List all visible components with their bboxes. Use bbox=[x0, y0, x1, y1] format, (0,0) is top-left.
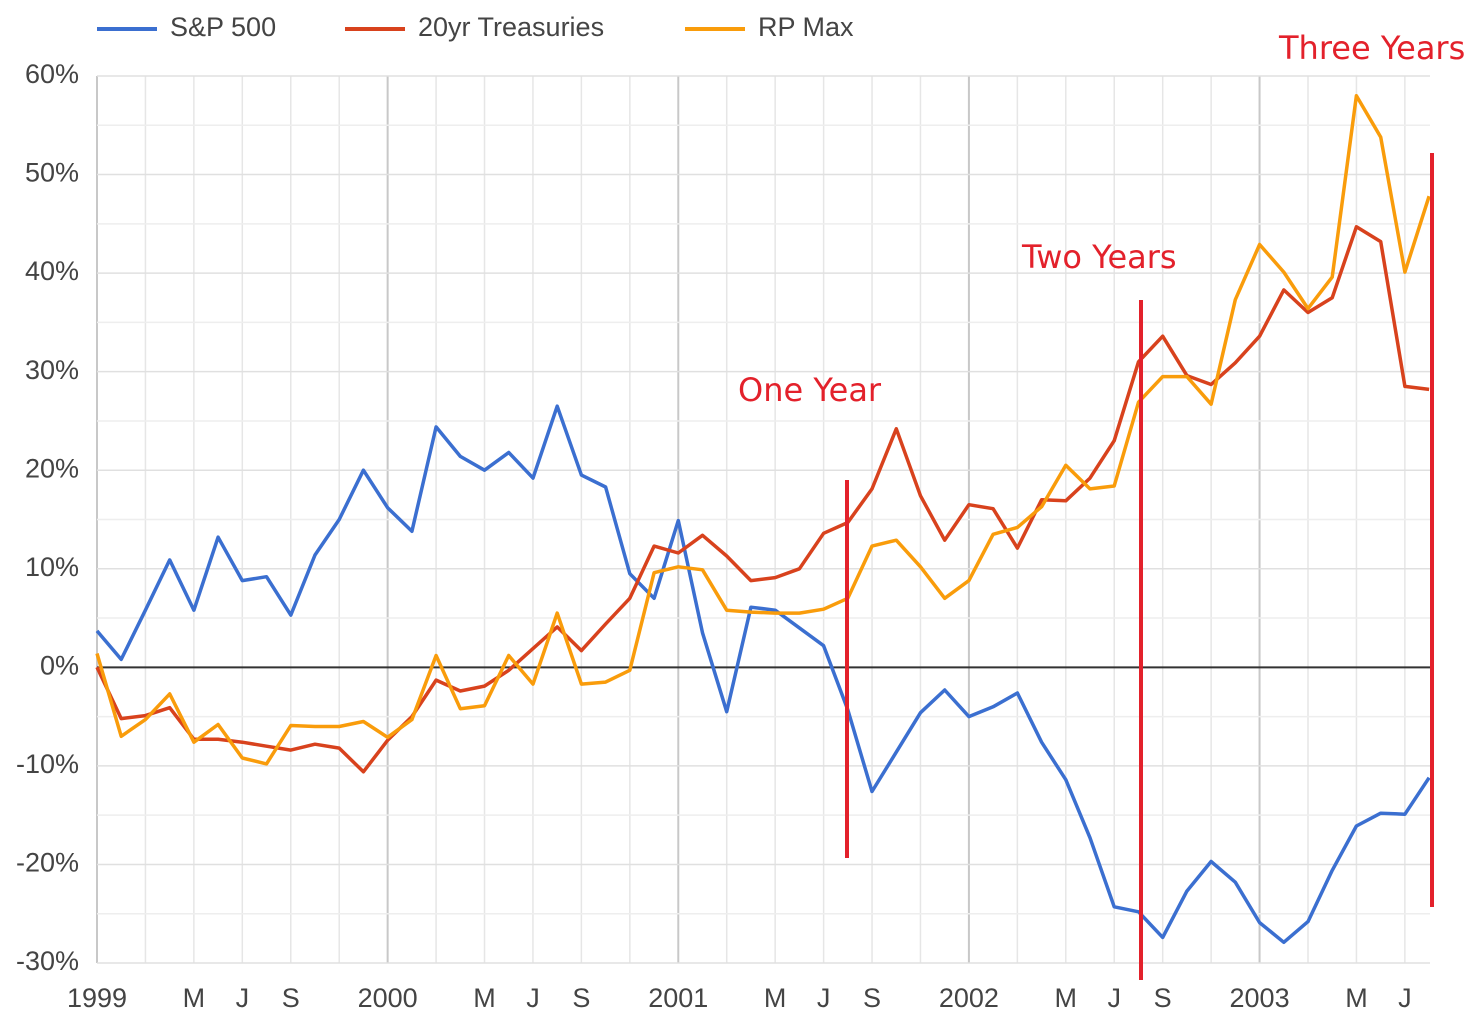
x-tick-label: S bbox=[282, 983, 300, 1013]
plot bbox=[95, 93, 1431, 945]
y-tick-label: 10% bbox=[25, 552, 79, 582]
x-tick-label: S bbox=[572, 983, 590, 1013]
x-tick-label: S bbox=[863, 983, 881, 1013]
x-tick-label: M bbox=[473, 983, 496, 1013]
series-line bbox=[95, 93, 1431, 766]
x-tick-label: 1999 bbox=[67, 983, 127, 1013]
series-line bbox=[95, 225, 1430, 774]
x-tick-label: J bbox=[1398, 983, 1412, 1013]
legend-label: 20yr Treasuries bbox=[418, 12, 604, 42]
x-tick-label: M bbox=[183, 983, 206, 1013]
x-tick-label: M bbox=[764, 983, 787, 1013]
legend-label: RP Max bbox=[758, 12, 854, 42]
annotation: One Year bbox=[738, 371, 882, 409]
x-tick-label: 2000 bbox=[358, 983, 418, 1013]
x-tick-label: S bbox=[1154, 983, 1172, 1013]
y-tick-label: 20% bbox=[25, 453, 79, 483]
x-tick-label: 2003 bbox=[1230, 983, 1290, 1013]
x-tick-label: J bbox=[236, 983, 250, 1013]
x-tick-label: J bbox=[1107, 983, 1121, 1013]
annotation: Three Years bbox=[1278, 29, 1465, 67]
y-tick-label: -30% bbox=[16, 946, 79, 976]
series-line bbox=[95, 404, 1431, 945]
y-tick-label: 60% bbox=[25, 59, 79, 89]
y-tick-label: -10% bbox=[16, 749, 79, 779]
x-tick-label: J bbox=[526, 983, 540, 1013]
x-tick-label: 2002 bbox=[939, 983, 999, 1013]
y-tick-label: 0% bbox=[40, 650, 79, 680]
x-tick-label: 2001 bbox=[648, 983, 708, 1013]
y-tick-label: 40% bbox=[25, 256, 79, 286]
y-tick-label: 50% bbox=[25, 158, 79, 188]
x-tick-label: J bbox=[817, 983, 831, 1013]
grid bbox=[96, 75, 1430, 964]
legend-label: S&P 500 bbox=[170, 12, 276, 42]
annotation: Two Years bbox=[1021, 238, 1177, 276]
y-tick-label: 30% bbox=[25, 355, 79, 385]
x-tick-label: M bbox=[1345, 983, 1368, 1013]
y-tick-label: -20% bbox=[16, 848, 79, 878]
x-tick-label: M bbox=[1055, 983, 1078, 1013]
